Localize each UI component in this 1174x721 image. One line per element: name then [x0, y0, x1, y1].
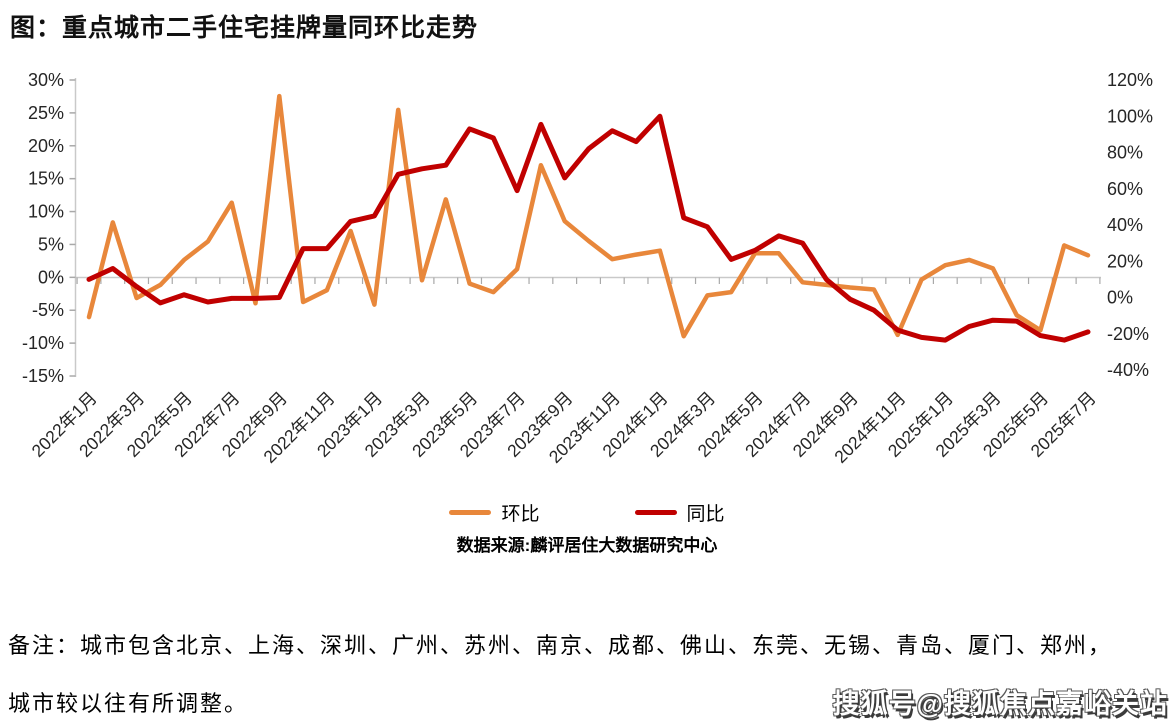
svg-text:-40%: -40% — [1107, 360, 1149, 380]
svg-text:20%: 20% — [1107, 251, 1143, 271]
data-source-caption: 数据来源:麟评居住大数据研究中心 — [456, 536, 718, 555]
svg-text:-10%: -10% — [22, 333, 64, 353]
svg-text:-15%: -15% — [22, 366, 64, 386]
svg-text:10%: 10% — [28, 202, 64, 222]
chart-title: 图：重点城市二手住宅挂牌量同环比走势 — [10, 14, 479, 42]
legend-item-mom: 环比 — [449, 499, 540, 526]
svg-text:30%: 30% — [28, 70, 64, 90]
svg-text:25%: 25% — [28, 103, 64, 123]
mom-line-swatch — [449, 510, 492, 515]
yoy-line-swatch — [634, 510, 677, 515]
chart-legend: 环比 同比 — [0, 499, 1174, 526]
svg-text:-20%: -20% — [1107, 324, 1149, 344]
yoy-legend-label: 同比 — [686, 504, 725, 525]
svg-text:15%: 15% — [28, 169, 64, 189]
svg-text:5%: 5% — [38, 234, 64, 254]
footnote-line1: 备注：城市包含北京、上海、深圳、广州、苏州、南京、成都、佛山、东莞、无锡、青岛、… — [8, 634, 1113, 659]
chart-plot: 30% 25% 20% 15% 10% 5% 0% -5% -10% -15% 120% 100% 80… — [22, 70, 1153, 467]
svg-text:80%: 80% — [1107, 143, 1143, 163]
svg-text:60%: 60% — [1107, 179, 1143, 199]
svg-text:100%: 100% — [1107, 106, 1153, 126]
svg-text:120%: 120% — [1107, 70, 1153, 90]
legend-item-yoy: 同比 — [634, 499, 725, 526]
svg-text:0%: 0% — [1107, 288, 1133, 308]
svg-text:0%: 0% — [38, 267, 64, 287]
svg-text:40%: 40% — [1107, 215, 1143, 235]
svg-text:-5%: -5% — [32, 300, 64, 320]
sohu-watermark: 搜狐号@搜狐焦点嘉峪关站 — [832, 689, 1168, 719]
footnote-line2: 城市较以往有所调整。 — [8, 692, 249, 717]
mom-legend-label: 环比 — [501, 504, 540, 525]
svg-text:20%: 20% — [28, 136, 64, 156]
